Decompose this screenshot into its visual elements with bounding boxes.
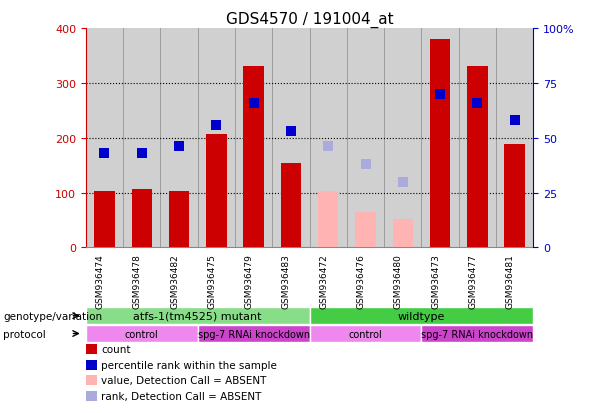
Bar [86, 29, 123, 248]
Bar [310, 29, 347, 248]
Text: value, Detection Call = ABSENT: value, Detection Call = ABSENT [101, 375, 267, 385]
Text: genotype/variation: genotype/variation [3, 311, 102, 321]
Bar [243, 67, 264, 248]
Point [398, 179, 408, 185]
Text: GSM936479: GSM936479 [245, 254, 254, 308]
Point [323, 144, 333, 150]
Text: GSM936473: GSM936473 [431, 254, 440, 308]
Text: GSM936472: GSM936472 [319, 254, 328, 308]
Bar [467, 67, 487, 248]
Bar [384, 29, 421, 248]
Bar [132, 190, 152, 248]
Text: GSM936476: GSM936476 [357, 254, 365, 308]
Bar [421, 29, 459, 248]
Text: GSM936483: GSM936483 [282, 254, 291, 308]
Bar [504, 145, 525, 248]
Text: GSM936482: GSM936482 [170, 254, 179, 308]
Bar [318, 192, 338, 248]
Text: rank, Detection Call = ABSENT: rank, Detection Call = ABSENT [101, 391, 262, 401]
Point [137, 150, 147, 157]
Bar [459, 29, 496, 248]
Bar [392, 219, 413, 248]
Point [510, 118, 520, 124]
Text: atfs-1(tm4525) mutant: atfs-1(tm4525) mutant [134, 311, 262, 321]
Bar [123, 29, 161, 248]
Text: wildtype: wildtype [398, 311, 445, 321]
Text: spg-7 RNAi knockdown: spg-7 RNAi knockdown [197, 329, 310, 339]
Title: GDS4570 / 191004_at: GDS4570 / 191004_at [226, 12, 394, 28]
Text: count: count [101, 344, 131, 354]
Bar [94, 192, 115, 248]
Bar [430, 40, 451, 248]
Text: protocol: protocol [3, 329, 46, 339]
Text: GSM936478: GSM936478 [133, 254, 142, 308]
Point [174, 144, 184, 150]
Text: GSM936474: GSM936474 [96, 254, 104, 308]
Point [473, 100, 482, 107]
Bar [496, 29, 533, 248]
Text: GSM936481: GSM936481 [506, 254, 515, 308]
Point [249, 100, 259, 107]
Point [435, 91, 445, 98]
Bar [356, 212, 376, 248]
Bar [197, 29, 235, 248]
Point [360, 161, 370, 168]
Point [99, 150, 109, 157]
Text: spg-7 RNAi knockdown: spg-7 RNAi knockdown [421, 329, 533, 339]
Text: percentile rank within the sample: percentile rank within the sample [101, 360, 277, 370]
Text: GSM936480: GSM936480 [394, 254, 403, 308]
Bar [347, 29, 384, 248]
Text: control: control [125, 329, 159, 339]
Bar [235, 29, 272, 248]
Bar [281, 164, 301, 248]
Bar [206, 135, 227, 248]
Bar [161, 29, 197, 248]
Text: GSM936475: GSM936475 [207, 254, 216, 308]
Text: control: control [349, 329, 383, 339]
Point [286, 128, 296, 135]
Text: GSM936477: GSM936477 [468, 254, 478, 308]
Bar [169, 192, 189, 248]
Point [211, 122, 221, 128]
Bar [272, 29, 310, 248]
